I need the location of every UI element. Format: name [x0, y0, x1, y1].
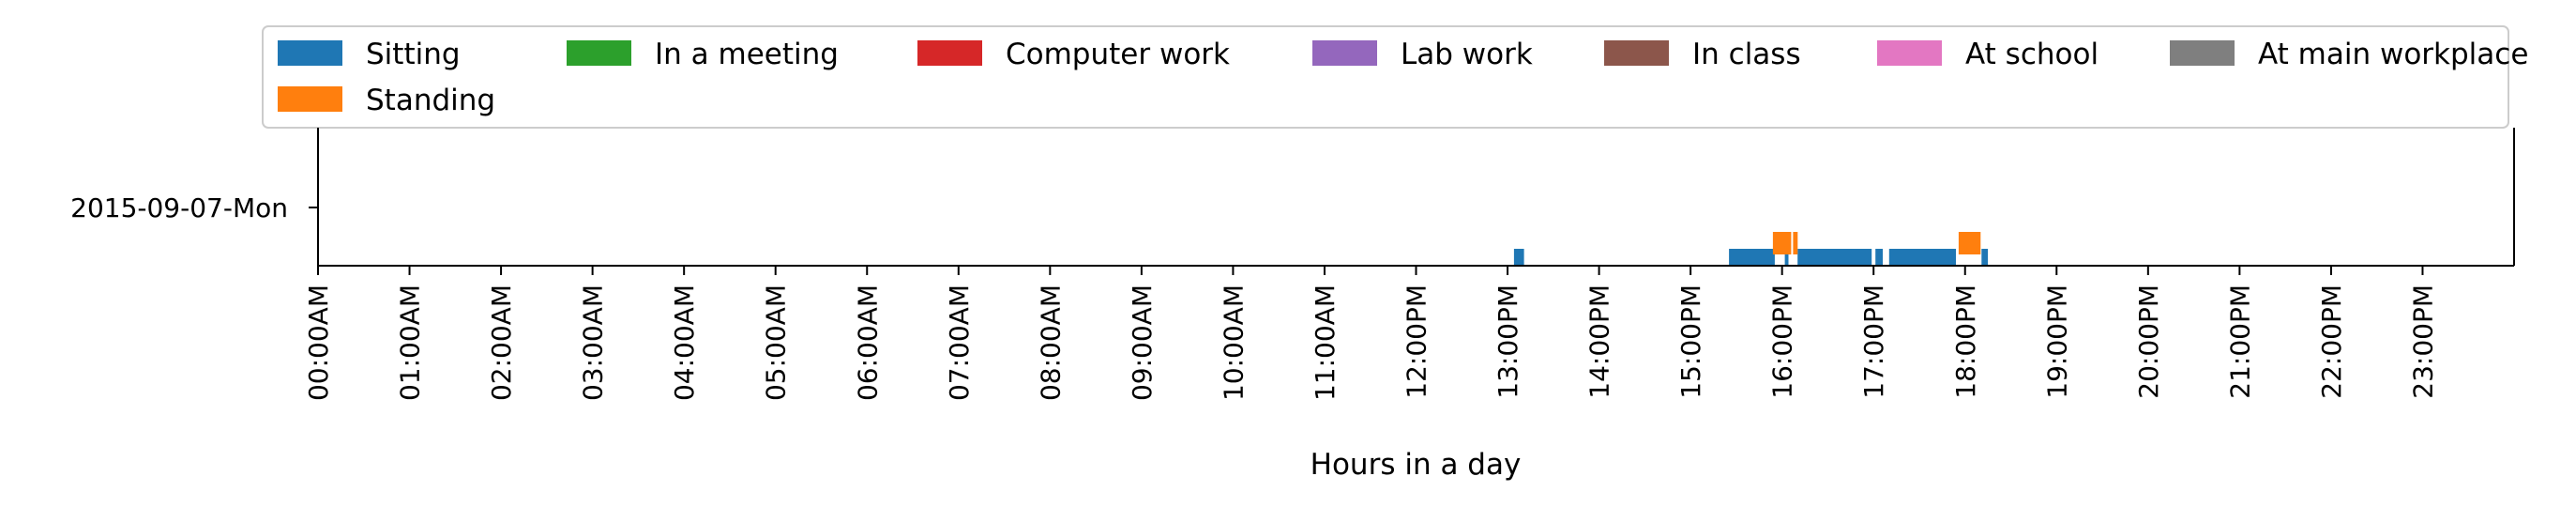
legend-swatch — [278, 86, 342, 112]
legend-swatch — [2170, 40, 2235, 66]
x-tick-label: 18:00PM — [1950, 284, 1981, 399]
legend-swatch — [1877, 40, 1942, 66]
activity-bar-sitting — [1888, 249, 1956, 266]
legend-frame — [262, 25, 2509, 129]
x-tick-label: 06:00AM — [852, 284, 883, 401]
activity-bar-standing — [1793, 232, 1798, 254]
x-tick-label: 00:00AM — [303, 284, 334, 401]
activity-bar-sitting — [1513, 249, 1524, 266]
activity-bar-sitting — [1797, 249, 1872, 266]
legend-label: In class — [1692, 38, 1801, 71]
legend-swatch — [567, 40, 631, 66]
legend-label: Lab work — [1401, 38, 1533, 71]
x-tick-label: 16:00PM — [1767, 284, 1798, 399]
legend-label: At main workplace — [2258, 38, 2528, 71]
x-tick-label: 21:00PM — [2224, 284, 2255, 399]
legend-entries: Sitting In a meeting Computer work Lab work… — [278, 38, 2528, 117]
x-tick-label: 13:00PM — [1493, 284, 1523, 399]
x-tick-label: 08:00AM — [1035, 284, 1066, 401]
y-tick-label: 2015-09-07-Mon — [70, 192, 288, 223]
x-tick-label: 22:00PM — [2316, 284, 2347, 399]
x-tick-label: 05:00AM — [761, 284, 792, 401]
legend-label: At school — [1965, 38, 2099, 71]
x-tick-label: 07:00AM — [944, 284, 975, 401]
x-tick-label: 19:00PM — [2041, 284, 2072, 399]
legend-label: Computer work — [1006, 38, 1230, 71]
activity-bar-standing — [1958, 232, 1981, 254]
legend-swatch — [1312, 40, 1377, 66]
activity-bar-sitting — [1784, 249, 1789, 266]
plot-area — [317, 128, 2515, 267]
x-tick-label: 04:00AM — [669, 284, 700, 401]
x-axis-title: Hours in a day — [1311, 448, 1522, 482]
legend-swatch — [917, 40, 982, 66]
legend: Sitting In a meeting Computer work Lab work… — [262, 25, 2528, 129]
x-tick-label: 10:00AM — [1218, 284, 1249, 401]
x-axis: 00:00AM 01:00AM 02:00AM 03:00AM 04:00AM 05:00… — [303, 266, 2438, 401]
legend-label: Sitting — [366, 38, 461, 71]
x-tick-label: 09:00AM — [1127, 284, 1158, 401]
x-tick-label: 01:00AM — [395, 284, 426, 401]
x-tick-label: 11:00AM — [1310, 284, 1341, 401]
legend-swatch — [1604, 40, 1669, 66]
x-tick-label: 14:00PM — [1584, 284, 1615, 399]
x-tick-label: 20:00PM — [2133, 284, 2164, 399]
x-tick-label: 02:00AM — [486, 284, 517, 401]
x-tick-label: 23:00PM — [2407, 284, 2438, 399]
activity-bar-sitting — [1729, 249, 1775, 266]
y-axis: 2015-09-07-Mon — [70, 192, 318, 223]
activity-bar-sitting — [1875, 249, 1883, 266]
legend-label: In a meeting — [655, 38, 839, 71]
legend-swatch — [278, 40, 342, 66]
x-tick-label: 03:00AM — [578, 284, 609, 401]
x-tick-label: 12:00PM — [1402, 284, 1432, 399]
activity-bar-standing — [1772, 232, 1792, 254]
activity-bars — [1513, 232, 1989, 266]
legend-label: Standing — [366, 84, 495, 117]
activity-bar-sitting — [1981, 249, 1989, 266]
x-tick-label: 17:00PM — [1858, 284, 1889, 399]
x-tick-label: 15:00PM — [1675, 284, 1706, 399]
